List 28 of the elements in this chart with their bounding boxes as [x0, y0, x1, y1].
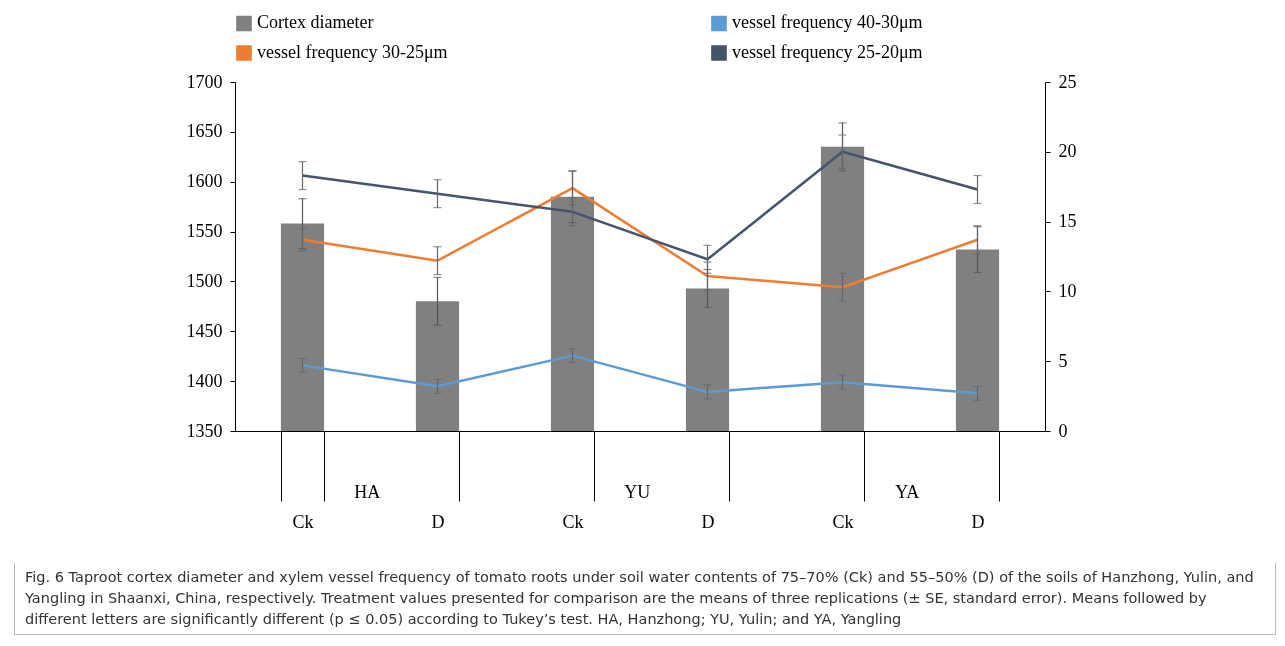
y-tick-label: 1500 — [186, 270, 223, 291]
x-tick-label: D — [701, 511, 715, 532]
x-tick-label: Ck — [292, 511, 314, 532]
x-tick-label: Ck — [562, 511, 584, 532]
x-tick-label: Ck — [832, 511, 854, 532]
y-tick-label: 1600 — [186, 171, 223, 192]
legend-label: Cortex diameter — [257, 12, 374, 33]
y2-tick-label: 25 — [1058, 71, 1077, 92]
y-tick-label: 1350 — [186, 420, 223, 441]
y2-tick-label: 10 — [1058, 280, 1077, 301]
caption: Fig. 6 Taproot cortex diameter and xylem vessel frequency of tomato roots under soil water contents of 75–70% (Ck) and 55–50% (D) of the soils of Hanzhong, Yulin, and Yangling in Shaanxi, China, respectively. Treatment values presented for comparison are the means of three replications (± SE, standard error). Means followed by different letters are significantly different (p ≤ 0.05) according to Tukey’s test. HA, Hanzhong; YU, Yulin; and YA, Yangling — [14, 563, 1276, 636]
text: HA — [354, 482, 381, 502]
y-tick-label: 1700 — [186, 71, 223, 92]
y-tick-label: 1400 — [186, 370, 223, 391]
y-tick-label: 1650 — [186, 121, 223, 142]
text: YU — [624, 482, 651, 502]
y2-tick-label: 20 — [1058, 141, 1077, 162]
y-tick-label: 1550 — [186, 221, 223, 242]
legend-label: vessel frequency 40-30μm — [732, 12, 923, 33]
x-tick-label: D — [431, 511, 445, 532]
y2-tick-label: 0 — [1058, 420, 1068, 441]
x-tick-label: D — [971, 511, 985, 532]
legend-label: vessel frequency 30-25μm — [257, 42, 448, 62]
y2-tick-label: 5 — [1058, 350, 1068, 371]
legend-label: vessel frequency 25-20μm — [732, 42, 923, 62]
y-tick-label: 1450 — [186, 320, 223, 341]
text: YA — [895, 482, 920, 502]
y2-tick-label: 15 — [1058, 211, 1077, 232]
